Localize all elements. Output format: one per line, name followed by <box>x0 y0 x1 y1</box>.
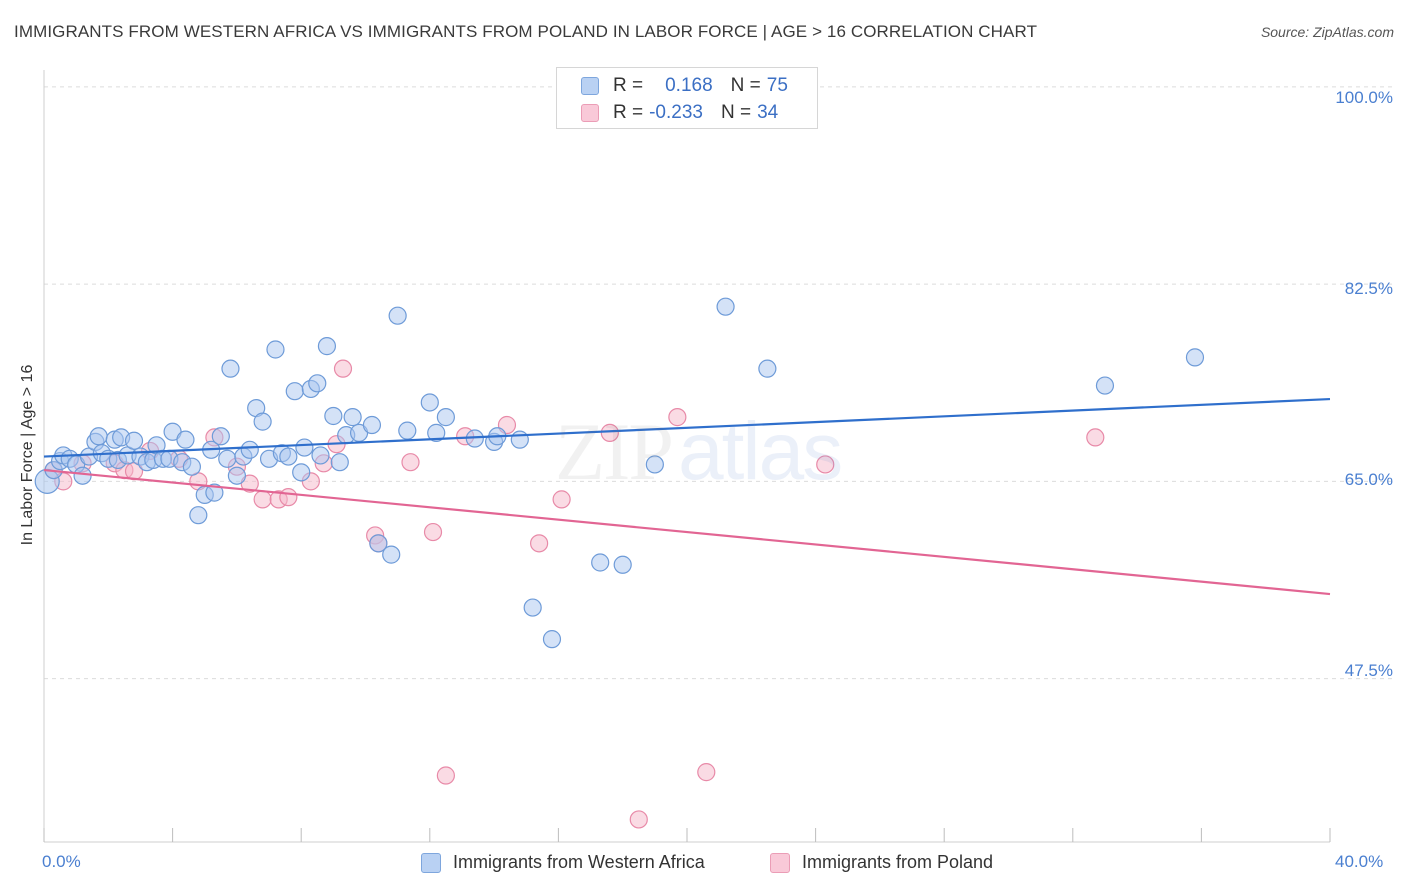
western-africa-point <box>73 466 92 485</box>
poland-point <box>552 490 571 509</box>
legend-n-label: N = <box>730 75 761 96</box>
watermark: ZIPatlas <box>555 405 843 499</box>
western-africa-point <box>420 393 439 412</box>
poland-point <box>279 488 298 507</box>
western-africa-point <box>523 598 542 617</box>
watermark-zip: ZIP <box>555 406 674 497</box>
western-africa-point <box>189 506 208 525</box>
x-tick-0: 0.0% <box>42 852 81 871</box>
legend-swatch-pink <box>581 104 599 122</box>
western-africa-point <box>227 466 246 485</box>
western-africa-point <box>758 359 777 378</box>
poland-point <box>253 490 272 509</box>
western-africa-point <box>330 453 349 472</box>
western-africa-point <box>613 555 632 574</box>
poland-trend-line <box>43 468 1331 596</box>
poland-point <box>401 453 420 472</box>
poland-point <box>697 763 716 782</box>
y-axis-label: In Labor Force | Age > 16 <box>19 364 36 546</box>
watermark-atlas: atlas <box>678 406 843 497</box>
western-africa-point <box>1185 348 1205 367</box>
bottom-legend-swatch-blue <box>421 852 441 873</box>
western-africa-point <box>240 440 259 459</box>
trend-lines <box>43 397 1331 596</box>
western-africa-point <box>266 340 285 359</box>
western-africa-point <box>279 447 298 466</box>
poland-point <box>423 522 443 542</box>
western-africa-point <box>218 449 237 468</box>
western-africa-point <box>176 430 195 449</box>
western-africa-trend-line <box>43 397 1331 458</box>
legend-r-label: R = <box>613 75 644 96</box>
western-africa-point <box>388 306 407 325</box>
western-africa-point <box>205 483 224 502</box>
western-africa-point <box>211 427 230 446</box>
source-label: Source: ZipAtlas.com <box>1260 24 1394 40</box>
poland-point <box>668 408 687 427</box>
y-tick-65: 65.0% <box>1344 470 1393 489</box>
western-africa-point <box>427 423 446 442</box>
western-africa-point <box>542 630 562 649</box>
poland-point <box>816 455 835 474</box>
western-africa-point <box>295 438 314 457</box>
legend-n-value: 75 <box>766 75 788 96</box>
bottom-legend-swatch-pink <box>770 852 790 873</box>
bottom-legend-label: Immigrants from Poland <box>802 852 994 872</box>
western-africa-point <box>591 553 610 572</box>
bottom-legend-poland: Immigrants from Poland <box>770 852 993 873</box>
legend-row-western-africa: R = 0.168 N = 75 <box>581 74 788 98</box>
western-africa-point <box>362 415 382 435</box>
western-africa-point <box>645 455 664 474</box>
western-africa-point <box>292 463 311 482</box>
western-africa-point <box>510 430 529 449</box>
bottom-legend-western-africa: Immigrants from Western Africa <box>421 852 705 873</box>
legend-row-poland: R = -0.233 N = 34 <box>581 101 778 125</box>
poland-point <box>600 423 619 442</box>
western-africa-point <box>89 427 108 446</box>
legend-swatch-blue <box>581 77 599 95</box>
poland-point <box>1086 428 1105 447</box>
western-africa-point <box>221 359 240 378</box>
western-africa-point <box>369 534 388 553</box>
western-africa-point <box>124 431 144 450</box>
western-africa-point <box>285 382 304 401</box>
x-tick-40: 40.0% <box>1335 852 1384 871</box>
y-tick-82-5: 82.5% <box>1344 279 1393 298</box>
poland-point <box>530 534 549 553</box>
western-africa-point <box>436 408 455 427</box>
gridlines <box>44 86 1394 680</box>
western-africa-point <box>308 374 327 393</box>
legend-r-label: R = <box>613 102 644 123</box>
western-africa-point <box>253 412 272 431</box>
legend-r-value: -0.233 <box>649 102 703 123</box>
western-africa-point <box>311 446 330 465</box>
legend-n-value: 34 <box>757 102 779 123</box>
western-africa-point <box>343 408 362 427</box>
western-africa-point <box>398 421 417 440</box>
correlation-legend: R = 0.168 N = 75 R = -0.233 N = 34 <box>556 67 818 129</box>
y-tick-100: 100.0% <box>1335 88 1393 107</box>
legend-r-value: 0.168 <box>665 75 713 96</box>
y-tick-47-5: 47.5% <box>1344 661 1393 680</box>
western-africa-point <box>324 406 343 426</box>
legend-n-label: N = <box>720 102 752 123</box>
western-africa-point <box>382 545 401 564</box>
bottom-legend-label: Immigrants from Western Africa <box>453 852 705 872</box>
western-africa-point <box>317 337 337 356</box>
poland-point <box>436 766 455 785</box>
chart-title: IMMIGRANTS FROM WESTERN AFRICA VS IMMIGR… <box>14 22 1038 41</box>
western-africa-point <box>182 457 201 476</box>
poland-point <box>333 359 353 378</box>
poland-point <box>629 810 648 829</box>
western-africa-point <box>1095 376 1115 395</box>
western-africa-point <box>716 297 735 316</box>
